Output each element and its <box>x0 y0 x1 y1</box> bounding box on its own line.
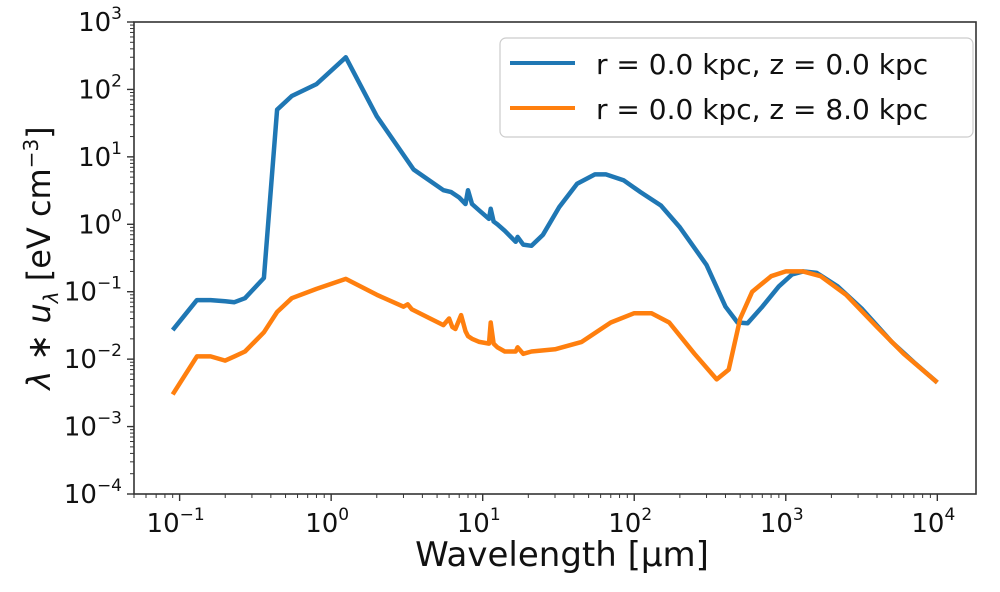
y-tick-label: 100 <box>78 206 122 240</box>
x-tick-label: 104 <box>911 505 955 539</box>
y-tick-label: 102 <box>78 71 122 105</box>
x-tick-label: 102 <box>608 505 652 539</box>
legend-label-series-1: r = 0.0 kpc, z = 0.0 kpc <box>596 48 928 81</box>
series-layer <box>170 55 939 396</box>
y-tick-label: 10−3 <box>64 409 122 443</box>
y-tick-label: 10−2 <box>64 341 122 375</box>
legend: r = 0.0 kpc, z = 0.0 kpc r = 0.0 kpc, z … <box>499 37 974 138</box>
legend-label-series-2: r = 0.0 kpc, z = 8.0 kpc <box>596 93 928 126</box>
y-tick-label: 10−4 <box>64 476 122 510</box>
series-line-2 <box>170 269 939 396</box>
y-tick-label: 103 <box>78 4 122 38</box>
y-tick-label: 10−1 <box>64 274 122 308</box>
x-tick-label: 10−1 <box>147 505 205 539</box>
series-line-1 <box>170 55 939 385</box>
x-tick-label: 101 <box>457 505 501 539</box>
y-tick-label: 101 <box>78 139 122 173</box>
legend-box <box>499 37 974 138</box>
y-axis-label: λ ∗ uλ [eV cm−3] <box>19 126 63 391</box>
x-axis-label: Wavelength [µm] <box>415 535 709 575</box>
ticks-layer: 10−1 100 101 102 103 104 10−4 10−3 10−2 10−1 100 10… <box>64 4 955 539</box>
x-tick-label: 100 <box>305 505 349 539</box>
x-tick-label: 103 <box>760 505 804 539</box>
